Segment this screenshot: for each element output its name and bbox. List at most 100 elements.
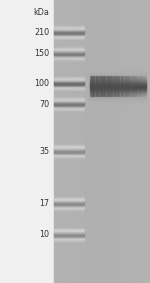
Bar xyxy=(90,84,146,85)
Bar xyxy=(90,99,146,100)
Bar xyxy=(141,76,143,96)
Bar xyxy=(54,49,84,50)
Bar xyxy=(54,149,84,150)
Bar xyxy=(54,38,84,39)
Bar xyxy=(90,92,146,93)
Bar xyxy=(101,76,103,96)
Bar xyxy=(90,82,146,83)
Bar xyxy=(90,88,146,89)
Bar xyxy=(100,76,101,96)
Bar xyxy=(54,148,84,149)
Bar xyxy=(54,111,84,112)
Bar xyxy=(54,0,150,283)
Bar xyxy=(54,76,84,77)
Bar xyxy=(54,55,84,56)
Bar xyxy=(90,77,146,78)
Bar xyxy=(54,233,84,234)
Bar xyxy=(54,45,84,46)
Bar xyxy=(54,230,84,231)
Bar xyxy=(125,76,126,96)
Bar xyxy=(54,98,84,99)
Bar xyxy=(98,76,100,96)
Bar xyxy=(90,101,146,102)
Bar xyxy=(93,76,94,96)
Bar xyxy=(90,64,146,65)
Text: 17: 17 xyxy=(39,199,50,208)
Bar xyxy=(90,71,146,72)
Bar xyxy=(90,74,146,75)
Bar xyxy=(90,106,146,107)
Bar xyxy=(90,85,146,86)
Bar xyxy=(90,89,146,90)
Bar xyxy=(54,112,84,113)
Bar xyxy=(54,105,84,106)
Bar xyxy=(54,156,84,157)
Bar xyxy=(143,76,144,96)
Bar xyxy=(54,57,84,58)
Bar xyxy=(90,90,146,91)
Bar xyxy=(54,83,84,84)
Bar xyxy=(90,80,146,81)
Text: 210: 210 xyxy=(34,28,50,37)
Bar xyxy=(54,207,84,208)
Bar xyxy=(54,99,84,100)
Bar xyxy=(110,76,111,96)
Bar xyxy=(90,94,146,95)
Bar xyxy=(90,70,146,71)
Bar xyxy=(54,89,84,90)
Bar xyxy=(90,72,146,73)
Bar xyxy=(54,107,84,108)
Bar xyxy=(137,76,139,96)
Bar xyxy=(105,76,107,96)
Bar xyxy=(90,93,146,94)
Bar xyxy=(54,242,84,243)
Bar xyxy=(54,240,84,241)
Bar xyxy=(54,102,84,103)
Bar xyxy=(54,153,84,154)
Bar xyxy=(126,76,128,96)
Bar xyxy=(90,100,146,101)
Bar xyxy=(90,63,146,64)
Bar xyxy=(54,241,84,242)
Bar xyxy=(54,37,84,38)
Bar xyxy=(54,39,84,40)
Bar xyxy=(121,76,122,96)
Bar xyxy=(54,32,84,33)
Bar xyxy=(54,144,84,145)
Text: kDa: kDa xyxy=(34,8,50,17)
Bar xyxy=(90,97,146,98)
Bar xyxy=(54,97,84,98)
Bar xyxy=(54,82,84,83)
Bar xyxy=(90,78,146,79)
Bar xyxy=(54,154,84,155)
Bar xyxy=(54,90,84,91)
Bar xyxy=(90,86,146,87)
Bar xyxy=(90,95,146,96)
Bar xyxy=(54,59,84,60)
Bar xyxy=(90,110,146,111)
Bar xyxy=(54,40,84,41)
Bar xyxy=(140,76,141,96)
Bar xyxy=(54,206,84,207)
Bar xyxy=(54,199,84,200)
Bar xyxy=(90,67,146,68)
Bar xyxy=(54,232,84,233)
Bar xyxy=(108,76,110,96)
Bar xyxy=(54,78,84,79)
Bar xyxy=(90,79,146,80)
Bar xyxy=(123,76,125,96)
Text: 10: 10 xyxy=(39,230,50,239)
Bar xyxy=(54,210,84,211)
Bar xyxy=(90,66,146,67)
Bar xyxy=(54,61,84,62)
Bar xyxy=(54,25,84,26)
Bar xyxy=(115,76,117,96)
Bar xyxy=(54,198,84,199)
Bar xyxy=(54,53,84,54)
Text: 35: 35 xyxy=(39,147,50,156)
Bar xyxy=(54,46,84,47)
Bar xyxy=(90,87,146,88)
Bar xyxy=(54,81,84,82)
Bar xyxy=(54,75,84,76)
Bar xyxy=(54,157,84,158)
